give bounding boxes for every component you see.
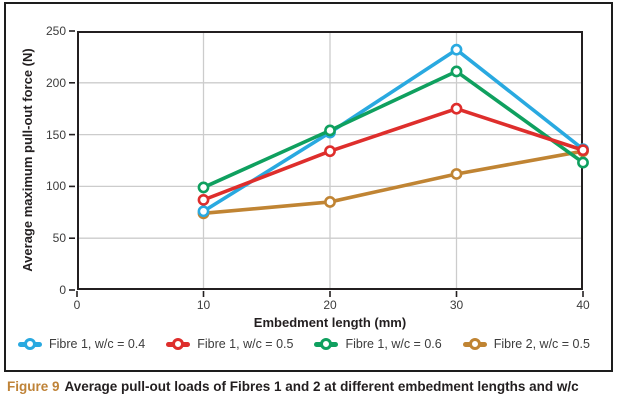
y-axis-tick-labels: 0 50 100 150 200 250	[6, 24, 66, 297]
y-tick-label: 0	[59, 283, 66, 297]
series-fibre-1-w-c-0.5	[197, 102, 589, 206]
x-axis-title: Embedment length (mm)	[253, 315, 407, 330]
legend-label: Fibre 1, w/c = 0.6	[345, 337, 442, 351]
figure-caption-text: Average pull-out loads of Fibres 1 and 2…	[64, 379, 579, 394]
legend-item: Fibre 1, w/c = 0.5	[166, 337, 293, 351]
data-point-marker	[324, 145, 336, 158]
legend-marker-ring	[24, 338, 36, 350]
data-point-marker	[450, 102, 463, 115]
legend-marker-icon	[166, 338, 191, 350]
legend-label: Fibre 1, w/c = 0.4	[49, 337, 146, 351]
legend-marker-icon	[462, 338, 487, 350]
series-line	[201, 69, 585, 190]
series-line	[201, 106, 585, 202]
y-tick-label: 150	[45, 127, 66, 142]
x-tick-label: 30	[449, 298, 464, 312]
x-tick-label: 0	[73, 298, 81, 312]
figure-caption: Figure 9 Average pull-out loads of Fibres…	[7, 379, 611, 394]
data-point-marker	[577, 156, 589, 169]
legend-marker-ring	[172, 338, 185, 350]
legend-marker-icon	[18, 338, 42, 350]
legend-marker-icon	[314, 338, 339, 350]
data-point-marker	[450, 43, 463, 56]
series-line	[201, 149, 585, 216]
x-tick-label: 20	[323, 298, 337, 312]
legend-item: Fibre 1, w/c = 0.4	[18, 337, 145, 351]
x-tick-label: 10	[196, 298, 211, 312]
plot-area	[69, 30, 589, 297]
figure-panel: Average maximum pull-out force (N) 0 50 10…	[4, 2, 613, 372]
data-point-marker	[197, 181, 210, 194]
legend-label: Fibre 1, w/c = 0.5	[197, 337, 294, 351]
data-point-marker	[577, 144, 589, 157]
figure-number: Figure 9	[7, 379, 60, 394]
legend-item: Fibre 2, w/c = 0.5	[462, 337, 590, 351]
legend-item: Fibre 1, w/c = 0.6	[314, 337, 442, 351]
legend-marker-ring	[468, 338, 481, 350]
series-fibre-1-w-c-0.6	[197, 65, 589, 194]
data-point-marker	[197, 193, 210, 206]
legend-label: Fibre 2, w/c = 0.5	[493, 337, 590, 351]
series-line	[201, 47, 585, 214]
chart-legend: Fibre 1, w/c = 0.4 Fibre 1, w/c = 0.5 Fibr…	[18, 335, 611, 353]
y-tick-label: 50	[52, 231, 66, 246]
legend-marker-ring	[320, 338, 333, 350]
data-point-marker	[450, 168, 463, 180]
x-tick-label: 40	[576, 298, 590, 312]
y-tick-label: 100	[45, 179, 66, 194]
data-point-marker	[197, 205, 210, 218]
y-tick-label: 250	[45, 24, 66, 38]
x-axis-tick-labels: 0 10 20 30 40	[74, 297, 590, 313]
data-point-marker	[324, 196, 336, 208]
series-fibre-2-w-c-0.5	[197, 145, 589, 220]
data-point-marker	[324, 124, 336, 137]
data-point-marker	[450, 65, 463, 78]
line-chart	[69, 30, 589, 297]
y-tick-label: 200	[45, 75, 66, 90]
